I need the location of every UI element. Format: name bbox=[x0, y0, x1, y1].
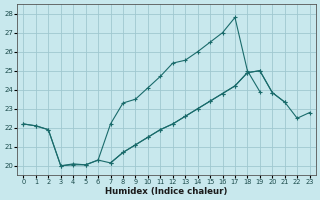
X-axis label: Humidex (Indice chaleur): Humidex (Indice chaleur) bbox=[105, 187, 228, 196]
